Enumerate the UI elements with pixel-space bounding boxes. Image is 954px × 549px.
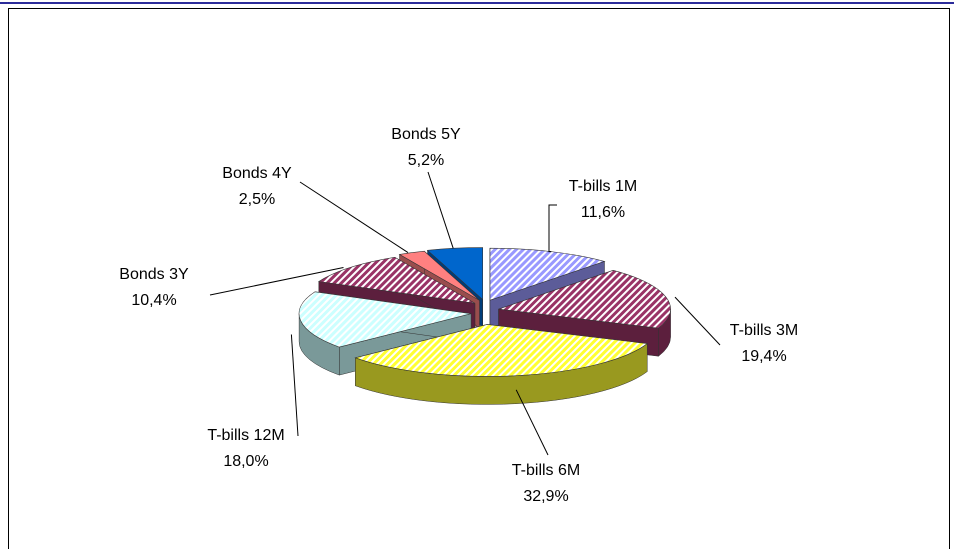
leader-line: [290, 334, 299, 437]
leader-line: [299, 181, 409, 254]
slice-value-label: 19,4%: [741, 348, 786, 365]
slice-value-label: 2,5%: [239, 191, 275, 208]
leader-line: [515, 389, 549, 456]
slice-label: T-bills 12M: [207, 427, 284, 444]
slice-label: T-bills 1M: [569, 178, 637, 195]
slice: [498, 269, 671, 329]
slice-label: T-bills 3M: [730, 322, 798, 339]
slice: [426, 247, 483, 301]
slice: [398, 250, 480, 301]
leader-line: [674, 296, 721, 346]
slice-value-label: 5,2%: [408, 152, 444, 169]
slice-label: Bonds 3Y: [119, 266, 189, 283]
slice: [354, 324, 648, 377]
slice: [317, 256, 476, 304]
slice-value-label: 11,6%: [581, 204, 625, 221]
slice: [298, 291, 472, 348]
leader-line: [209, 267, 344, 296]
slice-value-label: 10,4%: [131, 292, 176, 309]
slice-value-label: 32,9%: [523, 488, 568, 505]
slice-value-label: 18,0%: [223, 453, 268, 470]
slice-label: Bonds 4Y: [222, 165, 292, 182]
slice-label: T-bills 6M: [512, 462, 580, 479]
slice-label: Bonds 5Y: [391, 126, 461, 143]
leader-line: [427, 171, 454, 249]
leader-line: [548, 204, 557, 253]
